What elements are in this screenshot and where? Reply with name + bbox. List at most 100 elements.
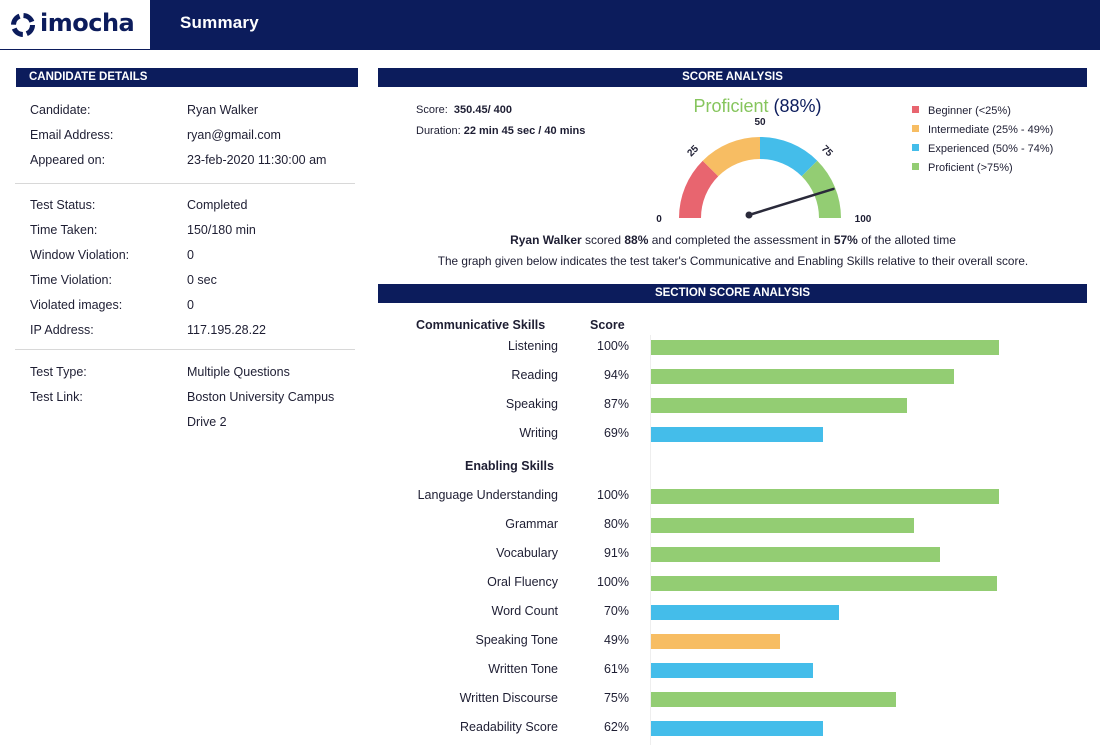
detail-value: 150/180 min — [187, 223, 256, 237]
skill-score: 75% — [603, 691, 629, 705]
gauge-tick-label: 25 — [685, 143, 701, 159]
detail-value: 0 — [187, 248, 194, 262]
gauge-needle — [747, 187, 835, 217]
top-header-bar: imocha Summary — [0, 0, 1100, 50]
imocha-logo-icon — [11, 13, 35, 37]
skill-label: Listening — [507, 339, 558, 353]
score-line: Score: 350.45/ 400 — [416, 104, 512, 116]
skill-score: 49% — [603, 633, 629, 647]
gauge-segment-beginner — [679, 160, 719, 219]
score-summary-sentence: Ryan Walker scored 88% and completed the… — [378, 233, 1088, 247]
detail-value[interactable]: Boston University Campus — [187, 390, 335, 404]
skill-label: Speaking — [505, 397, 558, 411]
skill-score: 100% — [597, 339, 629, 353]
skill-label: Speaking Tone — [475, 633, 558, 647]
score-label: Score: — [416, 104, 448, 116]
legend-swatch — [912, 144, 919, 151]
detail-label: Email Address: — [30, 128, 114, 142]
skill-bar — [651, 369, 954, 384]
skill-bar — [651, 547, 940, 562]
detail-value: Completed — [187, 198, 248, 212]
skill-label: Readability Score — [460, 720, 558, 734]
skill-label: Language Understanding — [417, 488, 558, 502]
skill-bar — [651, 663, 813, 678]
score-gauge: 0 25 50 75 100 — [656, 118, 872, 225]
gauge-tick-label: 75 — [819, 143, 835, 159]
legend-label: Experienced (50% - 74%) — [928, 143, 1054, 155]
gauge-needle-hub — [745, 211, 753, 219]
legend-label: Proficient (>75%) — [928, 162, 1013, 174]
detail-label: Time Violation: — [30, 273, 112, 287]
skill-label: Written Discourse — [459, 691, 558, 705]
skill-bar — [651, 398, 907, 413]
overall-percent: 88% — [624, 233, 649, 247]
skill-bar — [651, 605, 839, 620]
detail-label: Appeared on: — [30, 153, 106, 167]
legend-item: Intermediate (25% - 49%) — [912, 124, 1053, 136]
skill-label: Writing — [519, 426, 558, 440]
skill-score: 94% — [603, 368, 629, 382]
legend-item: Experienced (50% - 74%) — [912, 143, 1053, 155]
enabling-skills-heading: Enabling Skills — [465, 459, 554, 473]
proficiency-level-percent: (88%) — [773, 96, 822, 116]
sentence-text: of the alloted time — [857, 233, 956, 247]
skill-score: 80% — [603, 517, 629, 531]
legend-item: Proficient (>75%) — [912, 162, 1013, 174]
legend-swatch — [912, 163, 919, 170]
gauge-tick-label: 0 — [656, 214, 662, 225]
detail-value: 0 — [187, 298, 194, 312]
score-column-heading: Score — [590, 318, 625, 332]
page-title: Summary — [180, 13, 259, 32]
gauge-tick-label: 50 — [754, 118, 766, 128]
skill-score: 69% — [603, 426, 629, 440]
detail-value: Multiple Questions — [187, 365, 290, 379]
logo[interactable]: imocha — [0, 0, 150, 50]
skill-bar — [651, 576, 998, 591]
skill-score: 100% — [597, 488, 629, 502]
detail-value: 0 sec — [187, 273, 217, 287]
skill-label: Oral Fluency — [487, 575, 558, 589]
skill-score: 61% — [603, 662, 629, 676]
proficiency-level: Proficient (88%) — [600, 96, 915, 117]
candidate-details-heading: CANDIDATE DETAILS — [16, 68, 358, 87]
proficiency-level-label: Proficient — [693, 96, 769, 116]
skill-bar — [651, 518, 914, 533]
legend-label: Beginner (<25%) — [928, 105, 1011, 117]
detail-label: Candidate: — [30, 103, 91, 117]
score-value: 350.45/ 400 — [453, 104, 513, 116]
skill-bar — [651, 692, 897, 707]
detail-value[interactable]: ryan@gmail.com — [187, 128, 281, 142]
gauge-segment-experienced — [759, 137, 818, 177]
legend-label: Intermediate (25% - 49%) — [928, 124, 1054, 136]
skill-score: 70% — [603, 604, 629, 618]
score-analysis-heading: SCORE ANALYSIS — [378, 68, 1087, 87]
detail-label: Test Status: — [30, 198, 96, 212]
divider — [15, 349, 355, 350]
detail-value: Ryan Walker — [187, 103, 259, 117]
gauge-segment-intermediate — [702, 137, 761, 177]
detail-value-continued[interactable]: Drive 2 — [187, 415, 227, 429]
communicative-skills-heading: Communicative Skills — [416, 318, 546, 332]
duration-line: Duration: 22 min 45 sec / 40 mins — [416, 125, 585, 137]
duration-label: Duration: — [416, 125, 461, 137]
skill-label: Grammar — [505, 517, 558, 531]
time-percent: 57% — [833, 233, 858, 247]
detail-label: IP Address: — [30, 323, 94, 337]
detail-label: Time Taken: — [30, 223, 98, 237]
skill-score: 87% — [603, 397, 629, 411]
skill-label: Written Tone — [488, 662, 558, 676]
gauge-tick-label: 100 — [855, 214, 872, 225]
legend-swatch — [912, 106, 919, 113]
divider — [15, 183, 355, 184]
skill-label: Word Count — [491, 604, 558, 618]
skill-score: 91% — [603, 546, 629, 560]
sentence-text: scored — [581, 233, 625, 247]
chart-axis — [650, 335, 651, 745]
legend-swatch — [912, 125, 919, 132]
skill-bar — [651, 721, 824, 736]
skill-bar — [651, 427, 824, 442]
skill-bar — [651, 634, 780, 649]
logo-text: imocha — [40, 9, 135, 37]
detail-label: Test Type: — [30, 365, 87, 379]
skill-bar — [651, 489, 999, 504]
